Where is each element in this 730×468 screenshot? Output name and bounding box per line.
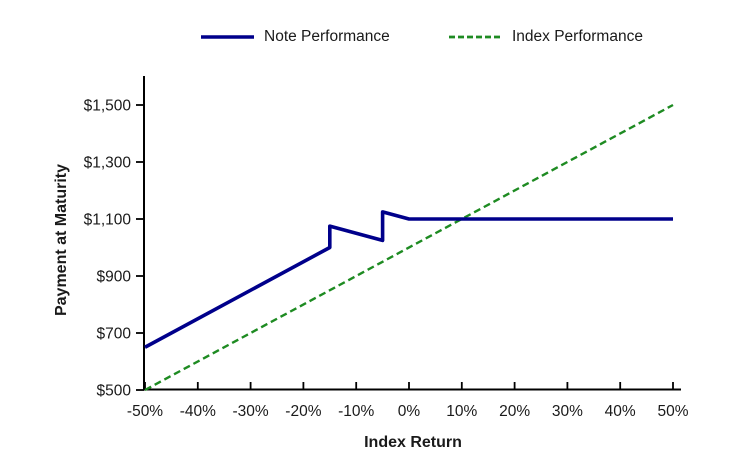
y-tick-label: $500 [97,383,132,400]
x-axis-title: Index Return [364,434,462,451]
index-performance-line [144,103,674,392]
y-tick-label: $700 [97,326,132,343]
note-performance-line [144,210,673,349]
x-tick-label: 30% [552,403,583,420]
y-tick-label: $1,100 [84,212,132,229]
x-tick-label: -50% [127,403,163,420]
x-tick-label: 0% [398,403,421,420]
x-tick-label: -20% [285,403,321,420]
legend-item-note: Note Performance [200,28,390,46]
x-axis-ticks [144,382,674,390]
x-tick-label: 10% [446,403,477,420]
note-line-swatch [201,35,254,39]
x-tick-label: 50% [657,403,688,420]
y-tick-label: $1,300 [84,155,132,172]
y-axis-title: Payment at Maturity [53,164,70,316]
y-tick-label: $1,500 [84,98,132,115]
legend-item-index: Index Performance [448,28,643,46]
y-axis-ticks [136,104,144,391]
x-tick-label: -40% [180,403,216,420]
x-axis-tick-labels: -50% -40% -30% -20% -10% 0% 10% 20% 30% 40% 50% [127,403,689,420]
x-tick-label: -10% [338,403,374,420]
legend-label-note: Note Performance [264,28,390,45]
y-tick-label: $900 [97,269,132,286]
x-tick-label: 20% [499,403,530,420]
x-tick-label: -30% [233,403,269,420]
legend-label-index: Index Performance [512,28,643,45]
x-tick-label: 40% [605,403,636,420]
y-axis-tick-labels: $500 $700 $900 $1,100 $1,300 $1,500 [84,98,132,400]
